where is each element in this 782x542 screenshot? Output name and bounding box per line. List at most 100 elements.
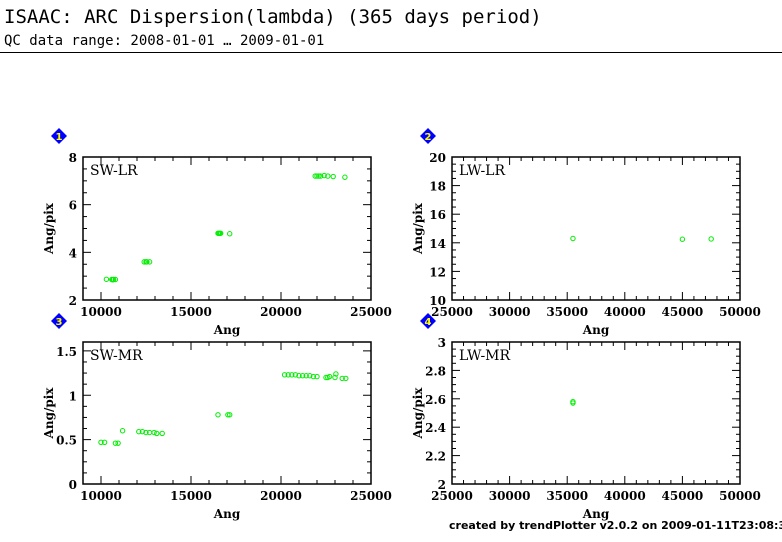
x-axis-label: Ang	[213, 507, 241, 521]
y-tick-label: 20	[429, 151, 446, 165]
y-tick-label: 10	[429, 294, 446, 308]
y-axis-label: Ang/pix	[42, 387, 56, 440]
x-tick-label: 45000	[662, 489, 704, 503]
data-point	[112, 440, 119, 446]
x-axis-label: Ang	[213, 323, 241, 337]
data-point	[342, 174, 348, 180]
x-tick-label: 25000	[350, 489, 392, 503]
data-point	[139, 428, 146, 435]
data-point	[227, 231, 233, 237]
panel-badge-number: 4	[425, 317, 432, 328]
x-tick-label: 35000	[546, 305, 588, 319]
y-tick-label: 8	[69, 151, 77, 165]
data-point	[310, 373, 317, 380]
panel-badge-icon	[420, 128, 436, 144]
data-point	[110, 276, 117, 283]
data-point	[285, 372, 291, 378]
y-tick-label: 6	[69, 199, 77, 213]
x-tick-label: 30000	[489, 489, 531, 503]
data-point	[101, 439, 108, 445]
data-point	[333, 371, 339, 377]
panel-badge-number: 1	[56, 132, 63, 143]
x-tick-label: 20000	[260, 489, 302, 503]
data-point	[154, 430, 160, 437]
data-point	[119, 428, 126, 434]
x-tick-label: 45000	[662, 305, 704, 319]
panel-label: LW-MR	[459, 348, 511, 364]
data-point	[325, 173, 331, 179]
data-point	[159, 430, 165, 437]
data-point	[570, 400, 576, 406]
data-point	[708, 236, 714, 242]
data-point	[151, 429, 157, 436]
panel-badge-icon	[420, 313, 436, 329]
x-tick-label: 15000	[170, 489, 212, 503]
data-point	[332, 374, 338, 381]
y-tick-label: 12	[429, 265, 446, 279]
x-tick-label: 25000	[350, 305, 392, 319]
data-point	[314, 173, 320, 179]
panel-label: SW-LR	[90, 163, 138, 179]
data-point	[227, 412, 233, 418]
x-tick-label: 30000	[489, 305, 531, 319]
x-tick-label: 10000	[80, 305, 122, 319]
data-point	[316, 173, 322, 179]
y-tick-label: 1.5	[56, 345, 77, 359]
y-tick-label: 18	[429, 180, 446, 194]
data-point	[314, 373, 320, 380]
x-axis-label: Ang	[582, 507, 610, 521]
header-divider	[0, 52, 782, 53]
data-point	[321, 172, 327, 179]
plot-panel-3: 10000 15000 20000 25000 0 0.5 1 1.5 Ang Ang/pix SW…	[42, 313, 392, 521]
data-point	[303, 373, 309, 379]
panel-label: LW-LR	[459, 163, 505, 179]
data-point	[146, 259, 153, 265]
data-point	[330, 173, 336, 180]
x-tick-label: 40000	[604, 305, 646, 319]
y-tick-label: 4	[69, 246, 77, 260]
y-tick-label: 2	[438, 478, 446, 492]
data-point	[215, 412, 221, 418]
data-point	[326, 373, 333, 380]
data-point	[299, 373, 306, 379]
data-point	[296, 373, 302, 379]
x-tick-label: 35000	[546, 489, 588, 503]
y-tick-label: 2.4	[425, 421, 446, 435]
data-point	[141, 259, 147, 265]
data-point	[281, 372, 288, 378]
data-point	[289, 372, 295, 378]
panel-badge-number: 2	[425, 132, 432, 143]
y-tick-label: 2	[69, 294, 77, 308]
qc-data-range: QC data range: 2008-01-01 … 2009-01-01	[4, 33, 325, 49]
data-point	[292, 372, 299, 378]
x-tick-label: 15000	[170, 305, 212, 319]
x-tick-label: 25000	[431, 305, 473, 319]
data-point	[679, 236, 686, 242]
x-tick-label: 50000	[719, 305, 761, 319]
panel-label: SW-MR	[90, 348, 143, 364]
data-point	[307, 373, 313, 379]
data-point	[570, 235, 576, 242]
data-point	[339, 375, 345, 382]
x-tick-label: 20000	[260, 305, 302, 319]
x-tick-label: 25000	[431, 489, 473, 503]
data-point	[317, 173, 324, 179]
y-tick-label: 0	[69, 478, 77, 492]
y-tick-label: 2.2	[425, 450, 446, 464]
data-point	[98, 439, 104, 445]
page-title: ISAAC: ARC Dispersion(lambda) (365 days …	[4, 6, 542, 28]
x-tick-label: 10000	[80, 489, 122, 503]
panel-badge-icon	[51, 128, 67, 144]
panel-badge-icon	[51, 313, 67, 329]
y-tick-label: 14	[429, 237, 446, 251]
x-axis-label: Ang	[582, 323, 610, 337]
plot-panel-4: 25000 30000 35000 40000 45000 50000 2 2.2 2.4 2.6…	[411, 313, 761, 521]
data-point	[343, 375, 349, 382]
y-tick-label: 2.8	[425, 364, 446, 378]
plot-panel-1: 10000 15000 20000 25000 2 4 6 8 Ang Ang/pix SW-LR 1	[42, 128, 392, 337]
y-axis-label: Ang/pix	[42, 202, 56, 255]
x-tick-label: 40000	[604, 489, 646, 503]
data-point	[218, 230, 224, 236]
data-point	[112, 276, 119, 283]
